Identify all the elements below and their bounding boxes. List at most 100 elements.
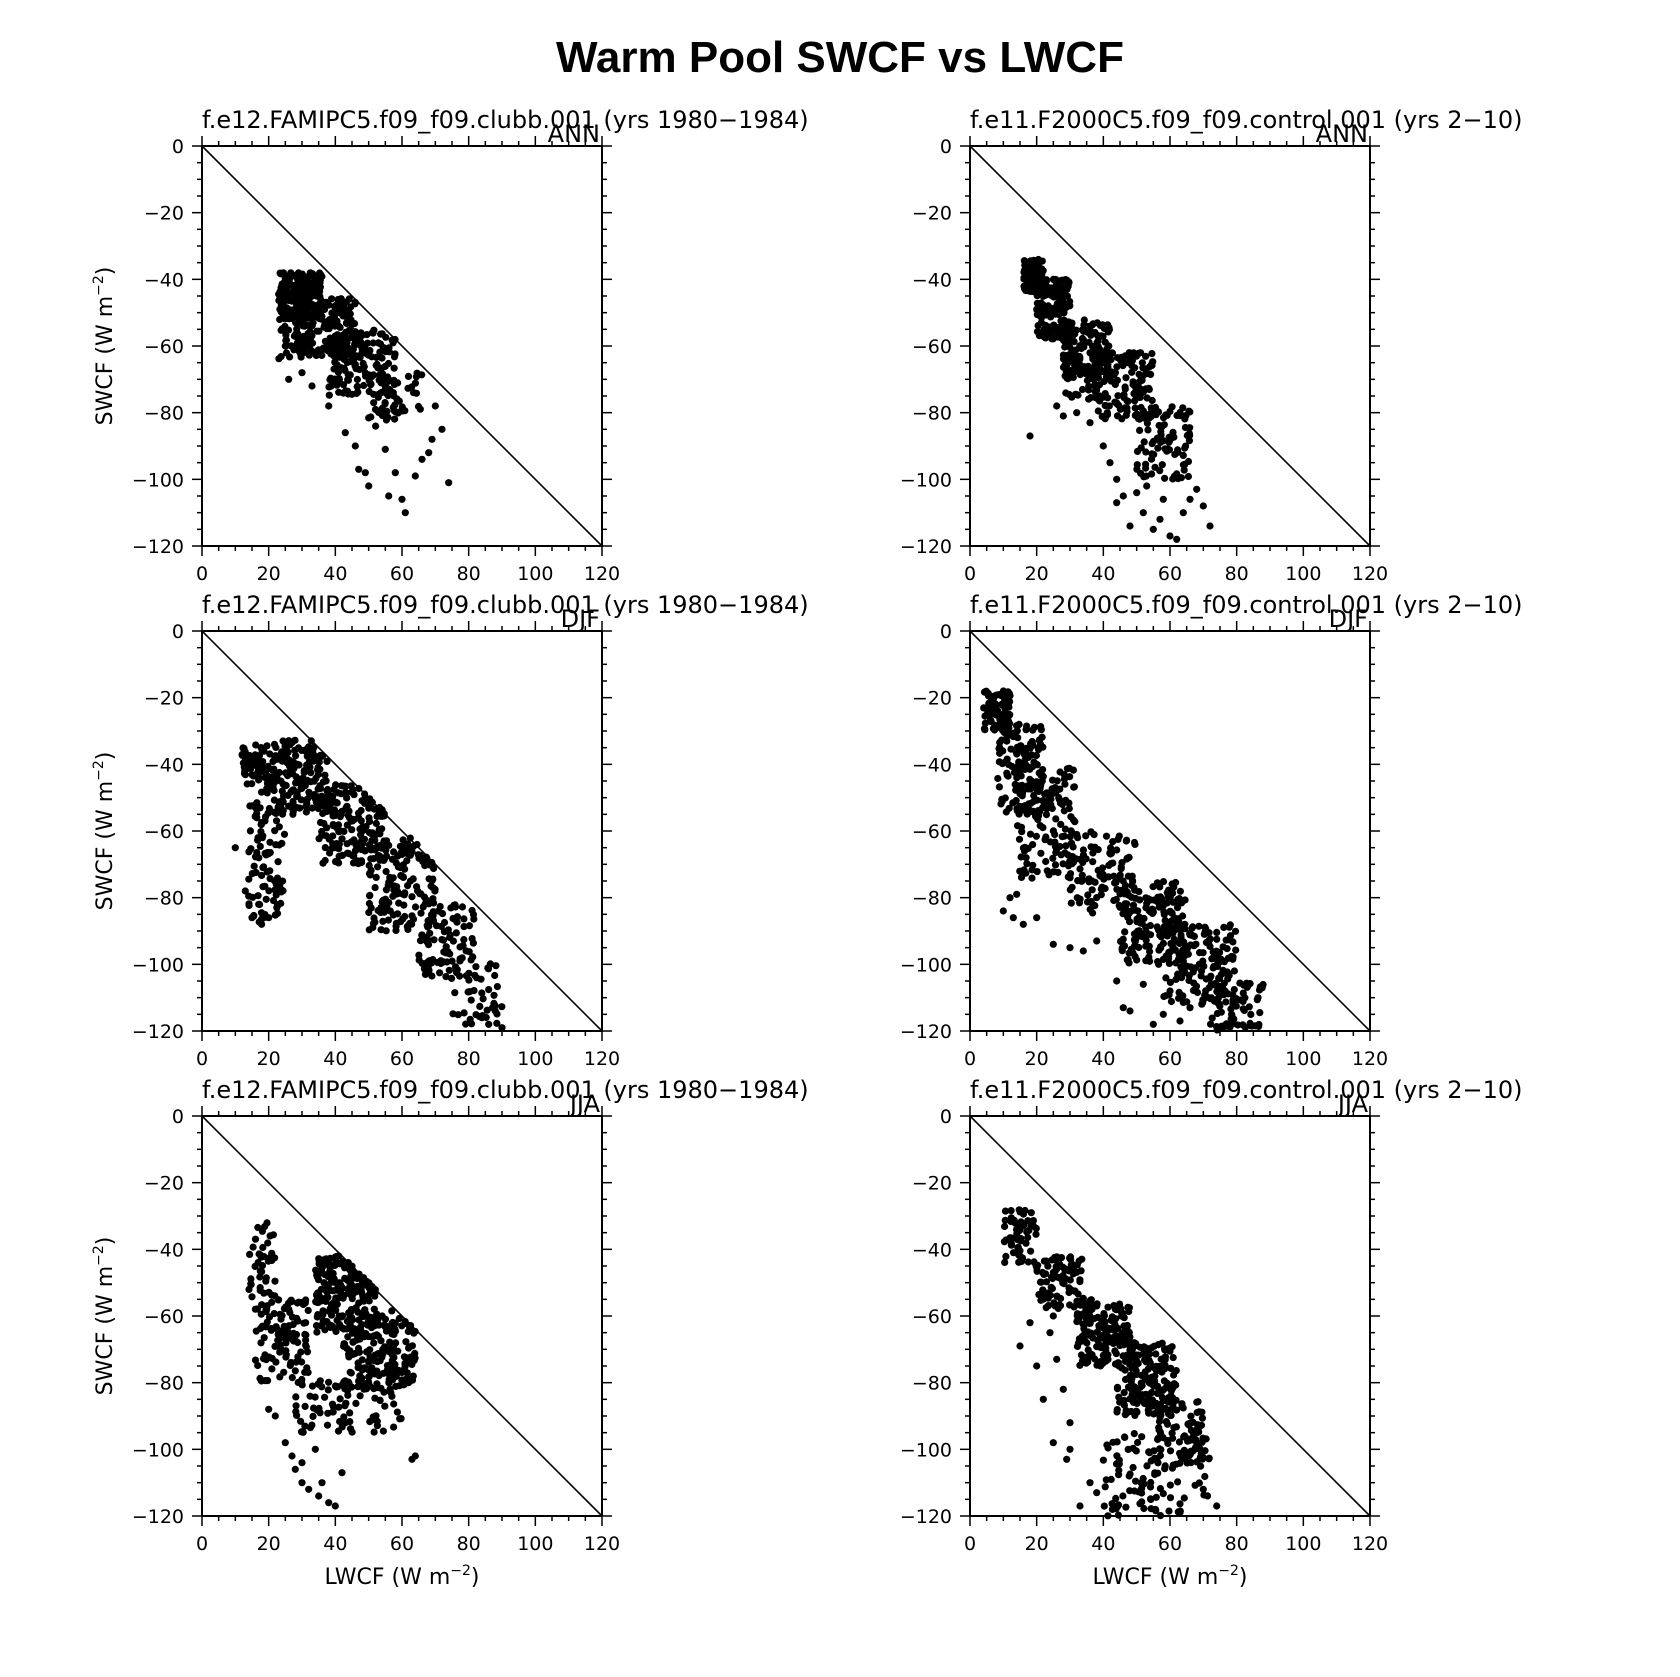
data-point bbox=[1066, 302, 1074, 310]
data-point bbox=[353, 383, 362, 391]
data-point bbox=[1068, 1260, 1076, 1268]
data-point bbox=[354, 1308, 362, 1316]
data-point bbox=[1014, 734, 1022, 742]
data-point bbox=[256, 1284, 264, 1292]
data-point bbox=[309, 319, 317, 327]
data-point bbox=[378, 404, 386, 412]
data-point bbox=[1131, 937, 1139, 946]
data-point bbox=[272, 743, 280, 752]
data-point bbox=[1142, 1345, 1150, 1353]
data-point bbox=[1016, 867, 1024, 875]
data-point bbox=[365, 829, 374, 837]
data-point bbox=[422, 853, 430, 861]
data-point bbox=[1138, 1382, 1146, 1390]
data-point bbox=[349, 1338, 357, 1346]
data-point bbox=[321, 856, 329, 865]
data-point bbox=[363, 1281, 371, 1289]
data-point bbox=[1137, 444, 1145, 452]
data-point bbox=[351, 1349, 359, 1358]
data-point bbox=[1017, 873, 1026, 882]
data-point bbox=[260, 1253, 268, 1261]
data-point bbox=[442, 973, 450, 981]
data-point bbox=[438, 910, 447, 918]
data-point bbox=[1035, 282, 1043, 290]
data-point bbox=[302, 746, 310, 754]
data-point bbox=[1042, 276, 1050, 284]
data-point bbox=[1202, 975, 1210, 983]
data-point bbox=[1027, 1247, 1035, 1255]
data-point bbox=[323, 325, 331, 333]
data-point bbox=[1096, 365, 1105, 374]
data-point bbox=[272, 770, 281, 778]
data-point bbox=[1076, 865, 1084, 873]
data-point bbox=[1032, 832, 1040, 840]
data-point bbox=[315, 1404, 323, 1412]
data-point bbox=[388, 1307, 396, 1315]
data-point bbox=[1160, 910, 1168, 919]
data-point bbox=[1144, 1395, 1152, 1403]
data-point bbox=[337, 333, 345, 341]
data-point bbox=[334, 1383, 342, 1391]
data-point bbox=[1087, 843, 1095, 851]
data-point bbox=[1134, 907, 1142, 915]
data-point bbox=[1012, 796, 1020, 805]
data-point bbox=[1129, 1398, 1137, 1406]
data-point bbox=[1112, 895, 1120, 904]
data-point bbox=[995, 710, 1003, 718]
x-tick-label: 0 bbox=[964, 1048, 976, 1070]
data-point bbox=[275, 841, 283, 849]
data-point bbox=[466, 1015, 474, 1024]
data-point bbox=[1074, 1315, 1083, 1323]
data-point bbox=[399, 861, 407, 869]
data-point bbox=[299, 292, 307, 300]
data-point bbox=[333, 1252, 342, 1260]
data-point bbox=[338, 1423, 346, 1431]
data-point bbox=[1122, 374, 1130, 382]
y-tick-label: −80 bbox=[912, 403, 952, 425]
data-point bbox=[273, 904, 281, 912]
data-point bbox=[1059, 412, 1067, 420]
data-point bbox=[1028, 874, 1036, 882]
data-point bbox=[372, 353, 380, 361]
data-point bbox=[371, 918, 379, 926]
data-point bbox=[1135, 349, 1143, 357]
data-point bbox=[318, 827, 326, 836]
data-point bbox=[1106, 849, 1114, 857]
scatter-panel: 0 20 40 60 80 100 120 0 −20 −40 −60 −80 −100 −120 f.e1… bbox=[900, 591, 1523, 1070]
data-point bbox=[374, 863, 382, 871]
data-point bbox=[286, 353, 294, 361]
data-point bbox=[335, 1403, 343, 1411]
data-point bbox=[472, 963, 480, 971]
data-point bbox=[1065, 805, 1073, 813]
data-point bbox=[282, 279, 290, 287]
data-point bbox=[1125, 1472, 1133, 1480]
data-point bbox=[1253, 996, 1261, 1004]
data-point bbox=[305, 1485, 313, 1493]
data-point bbox=[1007, 1207, 1015, 1215]
data-point bbox=[307, 737, 315, 745]
data-point bbox=[365, 1373, 373, 1381]
data-point bbox=[317, 296, 325, 304]
data-points bbox=[231, 736, 506, 1032]
data-point bbox=[1029, 861, 1037, 869]
data-point bbox=[1143, 419, 1151, 427]
data-point bbox=[1013, 722, 1021, 730]
data-point bbox=[365, 1291, 373, 1299]
data-point bbox=[390, 364, 398, 372]
data-point bbox=[1193, 1408, 1201, 1417]
data-point bbox=[997, 800, 1005, 808]
data-point bbox=[1048, 1274, 1057, 1283]
data-point bbox=[275, 823, 283, 831]
data-point bbox=[338, 807, 346, 815]
data-point bbox=[1065, 390, 1073, 399]
data-point bbox=[359, 359, 367, 368]
data-point bbox=[1177, 926, 1185, 934]
data-point bbox=[998, 700, 1006, 708]
data-point bbox=[333, 1316, 341, 1324]
season-label: JJA bbox=[568, 1090, 601, 1118]
data-point bbox=[1198, 1414, 1206, 1422]
x-tick-label: 0 bbox=[196, 1533, 208, 1555]
data-point bbox=[1061, 372, 1069, 380]
data-point bbox=[1133, 489, 1141, 497]
data-point bbox=[278, 1311, 286, 1320]
